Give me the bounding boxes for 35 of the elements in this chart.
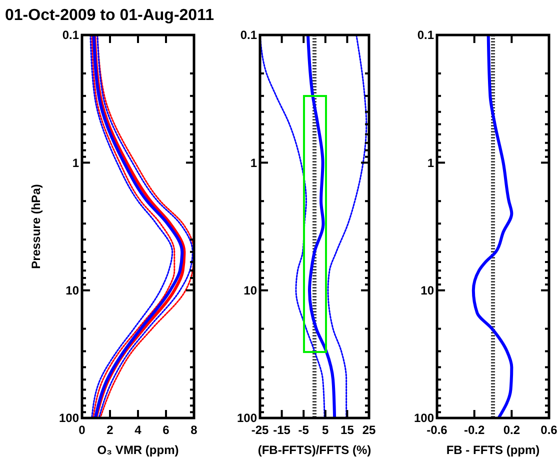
x-axis-title: FB - FFTS (ppm)	[446, 443, 540, 457]
line-series	[306, 35, 336, 418]
x-tick-label: 25	[362, 423, 376, 437]
x-tick-label: 8	[190, 423, 198, 437]
y-tick-label: 1	[250, 156, 258, 170]
y-tick-label: 1	[72, 156, 80, 170]
y-tick-label: 100	[236, 411, 258, 426]
x-axis-title: (FB-FFTS)/FFTS (%)	[258, 443, 372, 457]
x-tick-label: -0.2	[464, 423, 485, 437]
x-tick-label: -0.6	[426, 423, 448, 437]
y-tick-label: 1	[427, 156, 434, 170]
x-tick-label: -15	[273, 423, 291, 437]
x-tick-label: 4	[134, 423, 142, 437]
x-axis-title: O₃ VMR (ppm)	[97, 443, 179, 457]
y-tick-label: 0.1	[240, 28, 258, 42]
x-tick-label: 0.2	[503, 423, 520, 437]
y-tick-label: 10	[66, 284, 80, 298]
y-tick-label: 10	[244, 284, 258, 298]
x-tick-label: 0.6	[540, 423, 558, 437]
y-tick-label: 0.1	[62, 28, 80, 42]
line-series	[472, 35, 514, 418]
x-tick-label: 15	[340, 423, 354, 437]
x-tick-label: -5	[298, 423, 310, 437]
x-tick-label: 6	[162, 423, 170, 437]
line-series	[327, 35, 368, 418]
x-tick-label: 0	[78, 423, 86, 437]
y-tick-label: 0.1	[417, 28, 434, 42]
y-tick-label: 100	[58, 411, 80, 426]
y-axis-title: Pressure (hPa)	[29, 184, 43, 269]
y-tick-label: 100	[414, 411, 434, 426]
x-tick-label: 5	[322, 423, 330, 437]
chart-title: 01-Oct-2009 to 01-Aug-2011	[5, 7, 214, 24]
x-tick-label: 2	[106, 423, 114, 437]
x-tick-label: -25	[251, 423, 269, 437]
y-tick-label: 10	[420, 284, 434, 298]
